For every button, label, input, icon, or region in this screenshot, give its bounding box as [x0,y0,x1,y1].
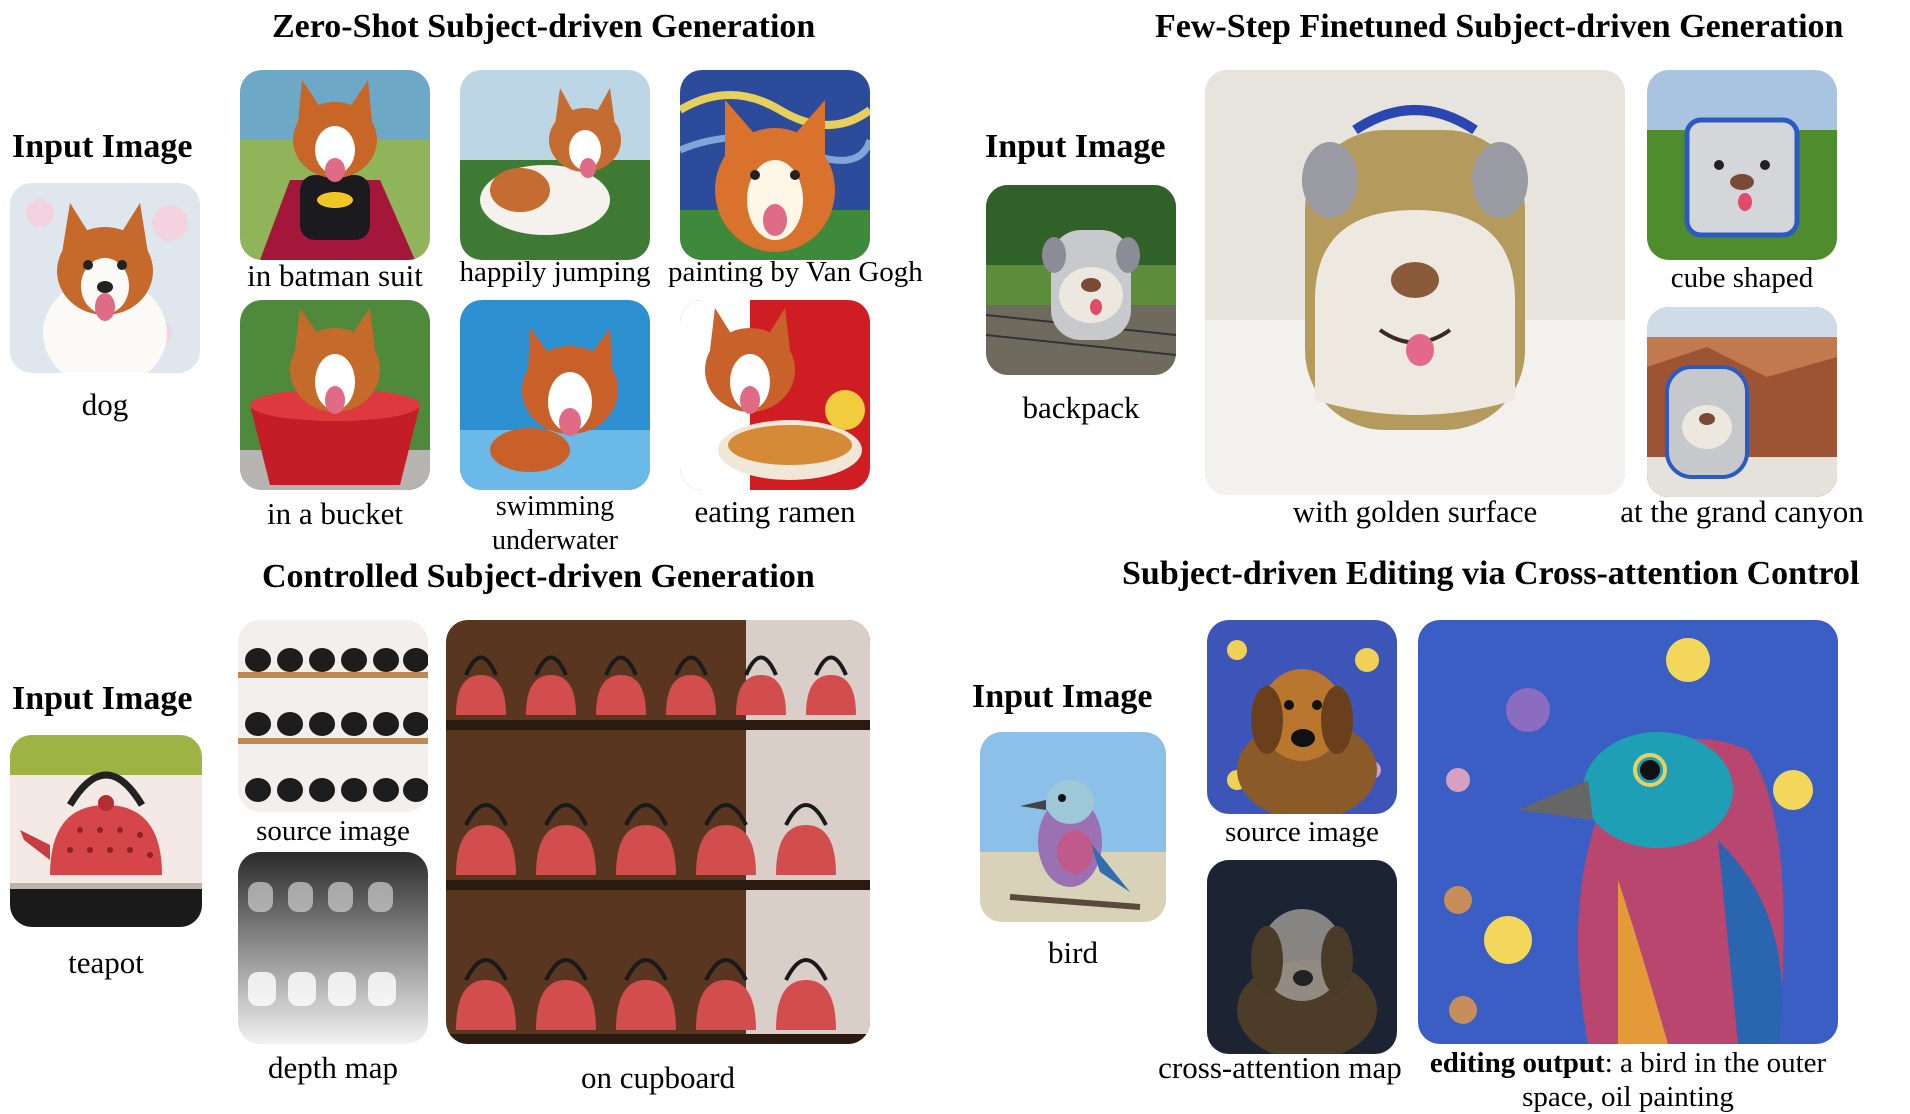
controlled-input-label: Input Image [12,680,193,717]
dog-ramen-image [680,300,870,490]
cross-attention-map-image [1207,860,1397,1054]
teapot-depth-map-image [238,852,428,1044]
teapot-input-image [10,735,202,927]
dog-vangogh-image [680,70,870,260]
controlled-title: Controlled Subject-driven Generation [262,558,815,595]
few-step-input-label: Input Image [985,128,1166,165]
zero-shot-input-label: Input Image [12,128,193,165]
caption-in-a-bucket: in a bucket [266,496,403,531]
dog-bucket-image [240,300,430,490]
dog-swimming-image [460,300,650,490]
backpack-icon [986,185,1176,375]
caption-source-image: source image [256,815,410,847]
editing-input-label: Input Image [972,678,1153,715]
bird-input-caption: bird [1048,935,1098,970]
caption-editing-output: editing output: a bird in the outer spac… [1418,1046,1838,1114]
backpack-canyon-image [1647,307,1837,497]
backpack-golden-image [1205,70,1625,495]
caption-editing-source-image: source image [1225,816,1379,848]
caption-happily-jumping: happily jumping [459,256,651,288]
caption-with-golden-surface: with golden surface [1292,494,1538,529]
caption-cube-shaped: cube shaped [1670,262,1814,294]
dog-batman-image [240,70,430,260]
teapot-cupboard-image [446,620,870,1044]
editing-output-prompt: : a bird in the outer space, oil paintin… [1522,1047,1827,1113]
teapot-icon [10,735,202,927]
bird-icon [980,732,1166,922]
bird-editing-output-image [1418,620,1838,1044]
caption-in-batman-suit: in batman suit [247,258,423,293]
teapot-input-caption: teapot [68,945,144,980]
dog-icon [10,183,200,373]
zero-shot-title: Zero-Shot Subject-driven Generation [272,8,816,45]
caption-cross-attention-map: cross-attention map [1158,1050,1402,1085]
editing-title: Subject-driven Editing via Cross-attenti… [1122,555,1860,592]
caption-depth-map: depth map [268,1050,398,1085]
dog-input-image [10,183,200,373]
backpack-input-image [986,185,1176,375]
teapot-source-image [238,620,428,812]
backpack-cube-image [1647,70,1837,260]
dog-jumping-image [460,70,650,260]
editing-output-label: editing output [1429,1047,1605,1079]
bird-input-image [980,732,1166,922]
caption-painting-by-van-gogh: painting by Van Gogh [668,256,923,288]
caption-eating-ramen: eating ramen [694,494,856,529]
caption-on-cupboard: on cupboard [580,1060,736,1095]
few-step-title: Few-Step Finetuned Subject-driven Genera… [1155,8,1844,45]
dog-source-painting-image [1207,620,1397,814]
caption-swimming-underwater: swimming underwater [492,491,618,556]
dog-input-caption: dog [81,387,129,422]
caption-at-the-grand-canyon: at the grand canyon [1620,494,1864,529]
backpack-input-caption: backpack [1022,390,1140,425]
